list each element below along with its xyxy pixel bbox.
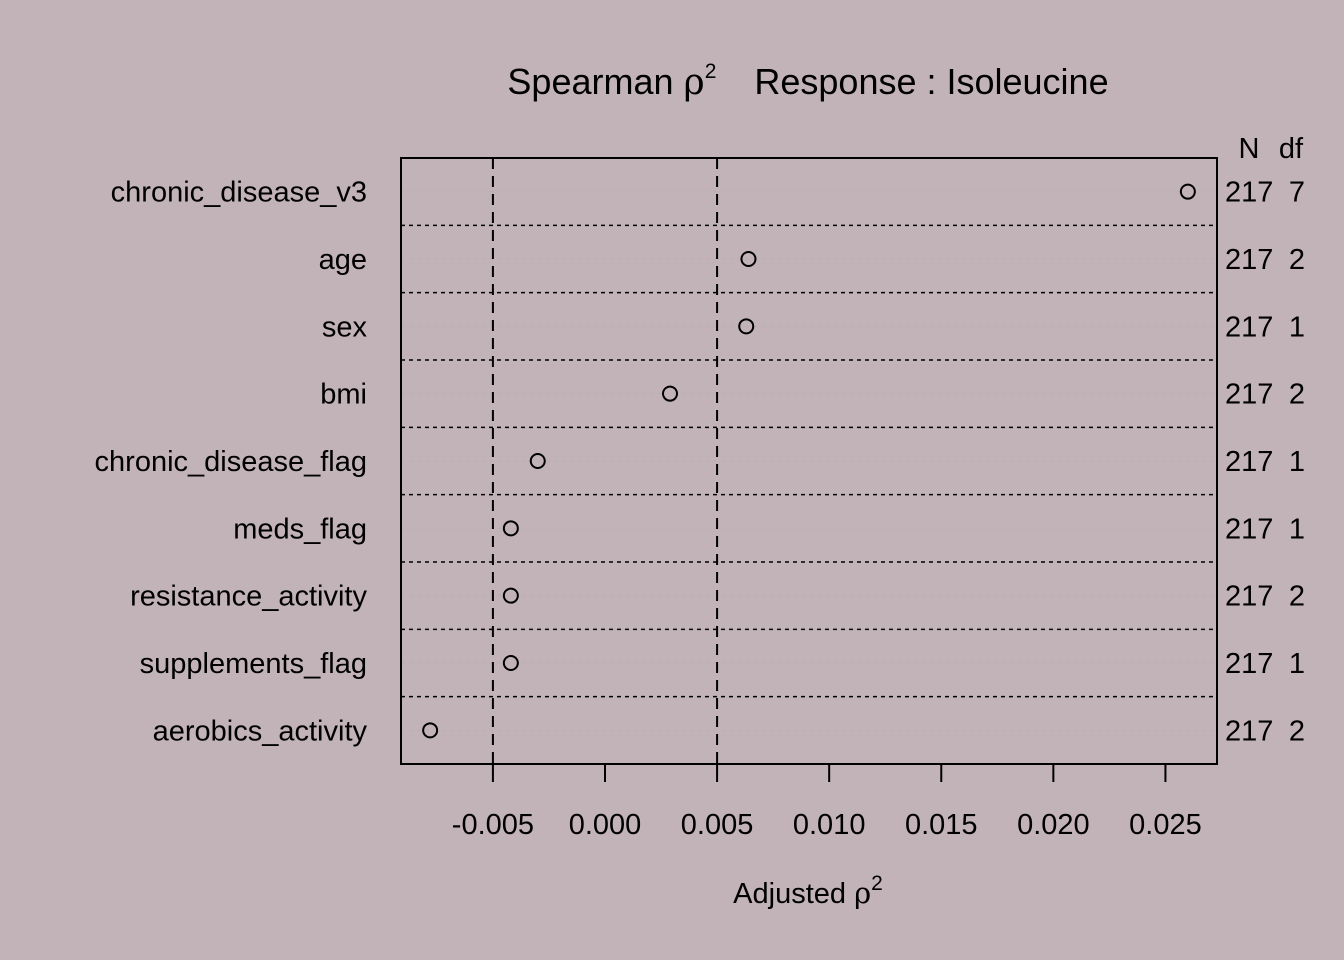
row-n-value: 217 — [1225, 244, 1273, 276]
df-header: df — [1279, 133, 1304, 165]
data-point — [502, 655, 519, 671]
x-tick-label: 0.025 — [1129, 809, 1202, 841]
data-point — [529, 453, 546, 469]
row-n-value: 217 — [1225, 648, 1273, 680]
title-superscript: 2 — [705, 60, 717, 83]
row-label: supplements_flag — [140, 648, 367, 680]
row-label: aerobics_activity — [153, 715, 368, 747]
x-tick-label: 0.015 — [905, 809, 978, 841]
row-label: chronic_disease_flag — [95, 446, 367, 478]
row-label: sex — [322, 311, 368, 343]
reference-lines — [491, 158, 719, 764]
row-n-value: 217 — [1225, 513, 1273, 545]
x-tick-label: 0.020 — [1017, 809, 1090, 841]
row-n-value: 217 — [1225, 581, 1273, 613]
row-df-value: 1 — [1289, 311, 1305, 343]
data-point — [1179, 183, 1196, 200]
row-n-value: 217 — [1225, 379, 1273, 411]
x-axis: -0.005 0.000 0.005 0.010 0.015 0.020 0.025 — [452, 763, 1202, 841]
row-n-value: 217 — [1225, 177, 1273, 209]
data-point — [502, 520, 519, 537]
data-point — [662, 385, 679, 402]
data-point — [422, 722, 439, 739]
row-df-value: 1 — [1289, 446, 1305, 478]
grid-layer — [401, 190, 1217, 732]
row-df-value: 2 — [1289, 581, 1305, 613]
row-label: bmi — [320, 379, 367, 411]
row-df-value: 1 — [1289, 648, 1305, 680]
rows-layer: chronic_disease_v3 217 7 age 217 2 sex 217 1 bmi 2… — [95, 177, 1305, 748]
row-label: meds_flag — [233, 513, 367, 545]
x-axis-label-superscript: 2 — [871, 872, 883, 895]
row-df-value: 7 — [1289, 177, 1305, 209]
title-response: Response : Isoleucine — [754, 61, 1108, 102]
row-n-value: 217 — [1225, 715, 1273, 747]
row-n-value: 217 — [1225, 446, 1273, 478]
x-tick-label: 0.000 — [569, 809, 642, 841]
x-axis-label-text: Adjusted — [733, 878, 854, 910]
data-point — [740, 251, 757, 267]
x-tick-label: 0.010 — [793, 809, 866, 841]
x-tick-label: -0.005 — [452, 809, 534, 841]
x-tick-label: 0.005 — [681, 809, 754, 841]
x-axis-label: Adjusted ρ2 — [733, 872, 883, 910]
title-rho: ρ — [684, 62, 705, 103]
chart-title: Spearman ρ2 Response : Isoleucine — [507, 60, 1108, 103]
data-point — [738, 318, 755, 335]
row-label: resistance_activity — [130, 581, 367, 613]
row-df-value: 2 — [1289, 379, 1305, 411]
x-axis-label-rho: ρ — [854, 876, 871, 910]
row-df-value: 1 — [1289, 513, 1305, 545]
row-label: chronic_disease_v3 — [111, 177, 367, 209]
row-df-value: 2 — [1289, 715, 1305, 747]
plot-frame — [400, 157, 1218, 765]
data-point — [502, 587, 519, 604]
row-df-value: 2 — [1289, 244, 1305, 276]
n-header: N — [1239, 133, 1260, 165]
row-n-value: 217 — [1225, 311, 1273, 343]
row-label: age — [319, 244, 367, 276]
title-prefix: Spearman — [507, 61, 683, 102]
